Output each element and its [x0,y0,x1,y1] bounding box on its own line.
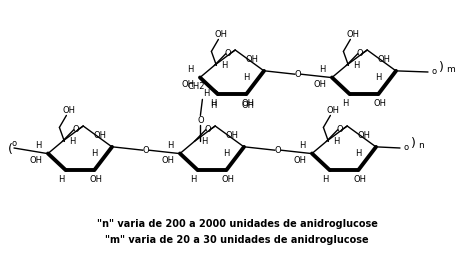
Text: m: m [446,65,455,74]
Text: H: H [191,175,197,184]
Text: OH: OH [378,55,391,64]
Text: H: H [355,148,361,157]
Text: "n" varia de 200 a 2000 unidades de anidroglucose: "n" varia de 200 a 2000 unidades de anid… [97,219,377,229]
Text: H: H [201,138,207,147]
Text: OH: OH [94,131,107,140]
Text: H: H [243,73,249,82]
Text: OH: OH [313,80,327,89]
Text: H: H [342,99,349,108]
Text: OH: OH [246,55,259,64]
Text: H: H [58,175,65,184]
Text: H: H [91,148,97,157]
Text: H: H [35,141,41,150]
Text: OH: OH [162,156,174,165]
Text: O: O [143,146,149,155]
Text: CH2: CH2 [188,82,205,91]
Text: H: H [353,61,359,70]
Text: H: H [221,61,227,70]
Text: OH: OH [354,175,367,184]
Text: H: H [210,100,217,109]
Text: OH: OH [327,106,340,115]
Text: OH: OH [63,106,76,115]
Text: H: H [319,65,325,74]
Text: OH: OH [215,30,228,39]
Text: ): ) [411,136,416,149]
Text: H: H [333,138,339,147]
Text: H: H [203,89,210,98]
Text: O: O [197,116,204,125]
Text: O: O [337,125,343,134]
Text: OH: OH [242,99,255,108]
Text: (: ( [8,144,12,157]
Text: H: H [187,65,193,74]
Text: H: H [167,141,173,150]
Text: o: o [432,67,437,76]
Text: OH: OH [242,100,255,109]
Text: O: O [204,125,211,134]
Text: O: O [356,49,363,58]
Text: H: H [299,141,305,150]
Text: OH: OH [226,131,239,140]
Text: n: n [418,142,424,151]
Text: O: O [225,49,231,58]
Text: OH: OH [293,156,307,165]
Text: OH: OH [182,80,194,89]
Text: OH: OH [90,175,103,184]
Text: H: H [223,148,229,157]
Text: O: O [275,146,281,155]
Text: O: O [295,70,301,79]
Text: OH: OH [29,156,43,165]
Text: OH: OH [374,99,387,108]
Text: O: O [73,125,79,134]
Text: OH: OH [358,131,371,140]
Text: OH: OH [222,175,235,184]
Text: H: H [322,175,329,184]
Text: H: H [375,73,381,82]
Text: ): ) [439,60,444,73]
Text: o: o [11,139,17,148]
Text: o: o [404,143,409,152]
Text: OH: OH [347,30,360,39]
Text: "m" varia de 20 a 30 unidades de anidroglucose: "m" varia de 20 a 30 unidades de anidrog… [105,235,369,245]
Text: H: H [69,138,75,147]
Text: H: H [210,99,217,108]
